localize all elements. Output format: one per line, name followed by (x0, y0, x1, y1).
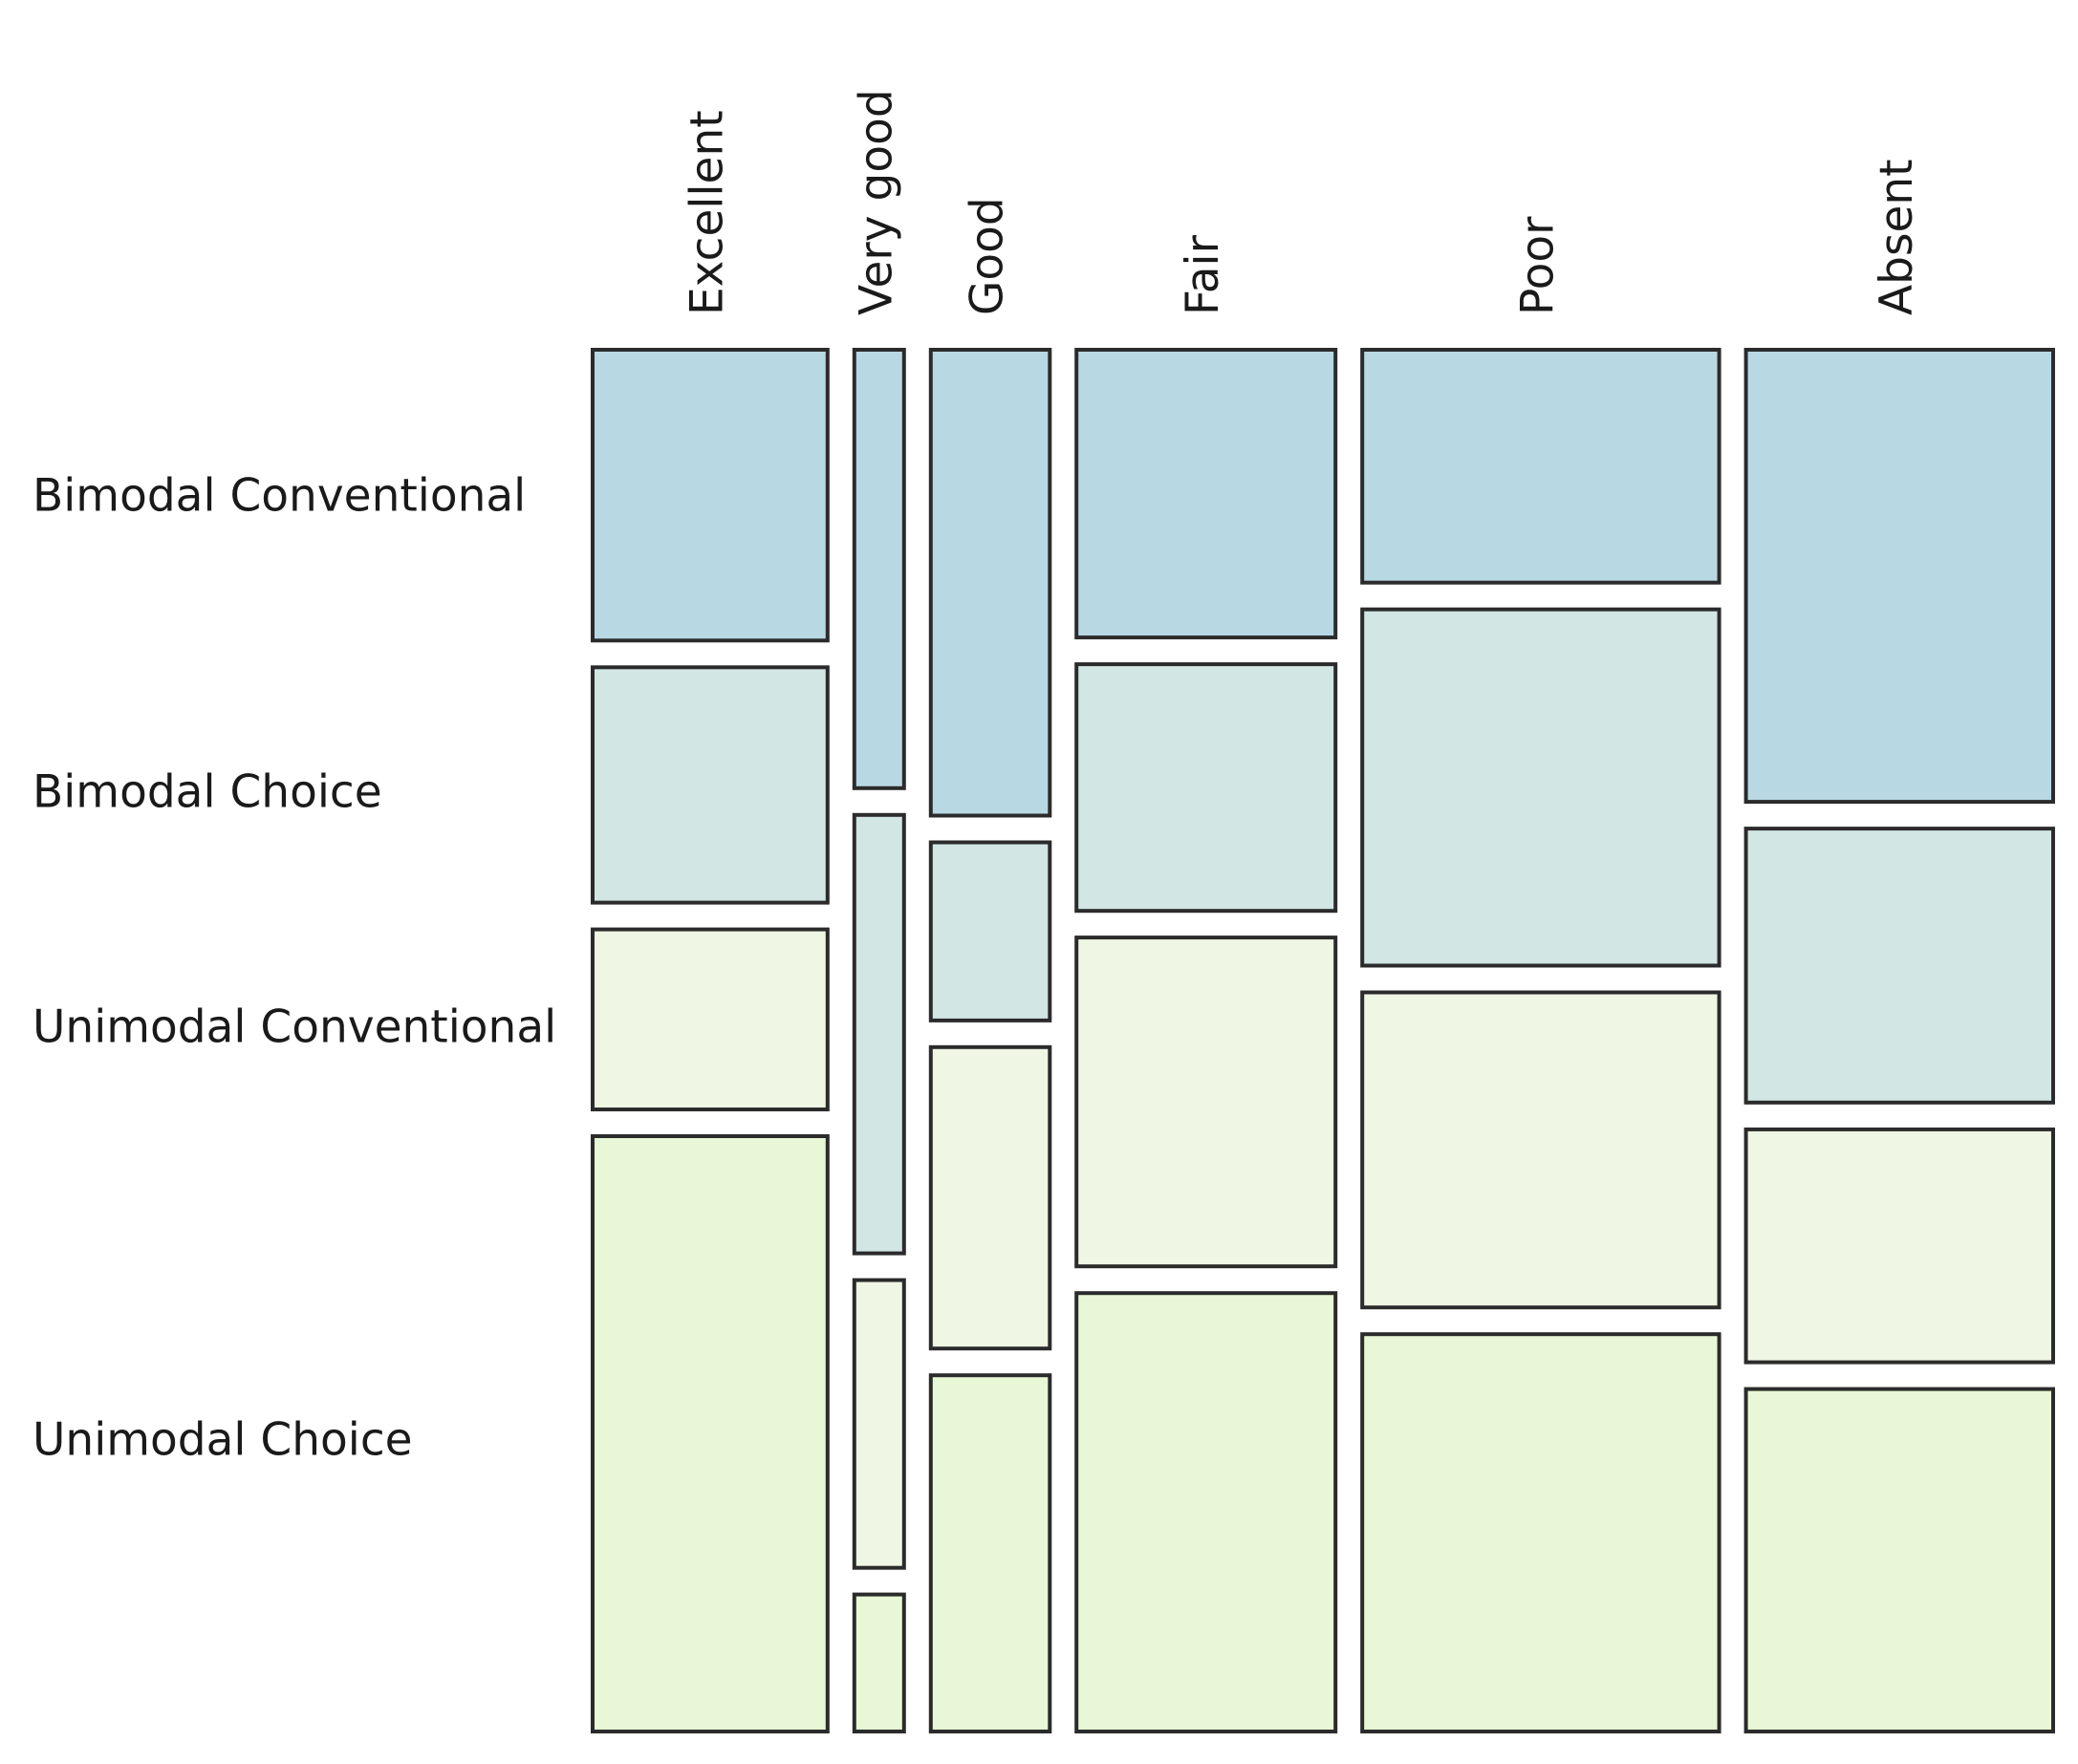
tile-poor-bimodal-choice (1360, 607, 1721, 968)
tile-poor-unimodal-conventional (1360, 990, 1721, 1310)
column-label-excellent: Excellent (681, 110, 733, 315)
tile-fair-unimodal-conventional (1074, 936, 1338, 1269)
column-label-fair: Fair (1177, 234, 1229, 315)
tile-fair-bimodal-choice (1074, 662, 1338, 914)
tile-good-bimodal-conventional (928, 348, 1052, 818)
tile-very-good-unimodal-choice (852, 1592, 906, 1733)
column-labels: Excellent Very good Good Fair Poor Absent (681, 89, 1922, 315)
tile-excellent-bimodal-conventional (591, 348, 830, 643)
tile-very-good-bimodal-conventional (852, 348, 906, 790)
tile-absent-unimodal-conventional (1743, 1127, 2055, 1365)
row-label-unimodal-conventional: Unimodal Conventional (32, 1001, 556, 1054)
tile-absent-bimodal-choice (1743, 827, 2055, 1105)
tile-good-bimodal-choice (928, 840, 1052, 1022)
tile-absent-unimodal-choice (1743, 1387, 2055, 1733)
tile-fair-bimodal-conventional (1074, 348, 1338, 640)
tile-poor-unimodal-choice (1360, 1332, 1721, 1733)
tile-good-unimodal-conventional (928, 1044, 1052, 1351)
tile-excellent-unimodal-choice (591, 1134, 830, 1733)
column-label-very-good: Very good (850, 89, 902, 315)
column-label-poor: Poor (1511, 216, 1564, 315)
row-labels: Bimodal Conventional Bimodal Choice Unimod… (32, 470, 556, 1467)
tile-very-good-bimodal-choice (852, 812, 906, 1256)
mosaic-tiles (591, 348, 2055, 1733)
tile-poor-bimodal-conventional (1360, 348, 1721, 585)
row-label-unimodal-choice: Unimodal Choice (32, 1414, 413, 1467)
tile-very-good-unimodal-conventional (852, 1278, 906, 1570)
tile-fair-unimodal-choice (1074, 1291, 1338, 1733)
tile-excellent-unimodal-conventional (591, 927, 830, 1111)
column-label-good: Good (962, 197, 1014, 315)
tile-absent-bimodal-conventional (1743, 348, 2055, 805)
tile-good-unimodal-choice (928, 1373, 1052, 1733)
row-label-bimodal-choice: Bimodal Choice (32, 766, 382, 819)
row-label-bimodal-conventional: Bimodal Conventional (32, 470, 526, 523)
tile-excellent-bimodal-choice (591, 665, 830, 905)
column-label-absent: Absent (1871, 159, 1923, 315)
